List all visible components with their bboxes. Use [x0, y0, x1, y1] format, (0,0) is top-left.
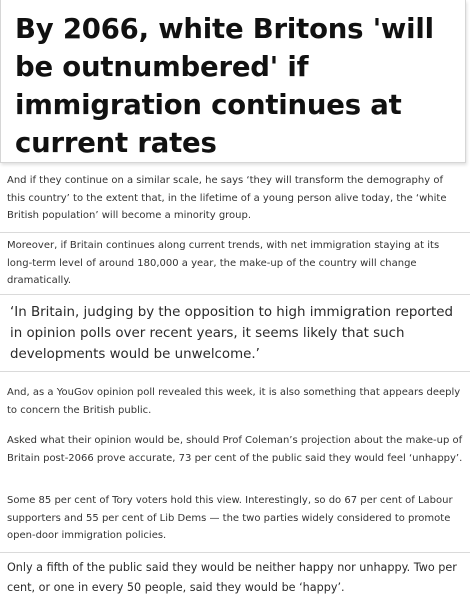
divider [0, 232, 470, 233]
divider [0, 371, 470, 372]
paragraph-2: Moreover, if Britain continues along cur… [7, 240, 440, 286]
headline-box: By 2066, white Britons 'will be outnumbe… [0, 0, 466, 163]
paragraph-6: Some 85 per cent of Tory voters hold thi… [7, 495, 453, 541]
divider [0, 294, 470, 295]
headline: By 2066, white Britons 'will be outnumbe… [15, 13, 434, 159]
paragraph-4: And, as a YouGov opinion poll revealed t… [7, 387, 461, 416]
paragraph-5: Asked what their opinion would be, shoul… [7, 435, 463, 464]
paragraph-1: And if they continue on a similar scale,… [7, 175, 447, 221]
paragraph-7: Only a fifth of the public said they wou… [7, 561, 457, 594]
pull-quote: ‘In Britain, judging by the opposition t… [10, 305, 454, 362]
divider [0, 552, 470, 553]
